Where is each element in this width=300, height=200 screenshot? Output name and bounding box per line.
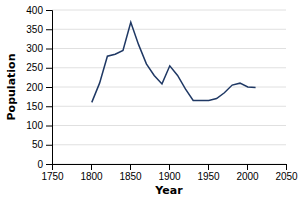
y-tick: 0 [37, 159, 52, 170]
y-tick-label: 400 [26, 5, 43, 16]
y-axis: 0 50 100 150 200 250 300 350 400 [26, 5, 52, 170]
chart: 1750 1800 1850 1900 1950 2000 2050 0 50 100 150 200… [0, 0, 300, 200]
y-tick-label: 100 [26, 120, 43, 131]
y-tick: 100 [26, 120, 52, 131]
grid-line [52, 125, 286, 126]
x-tick-label: 1900 [158, 171, 181, 182]
y-tick: 50 [32, 139, 52, 150]
y-tick: 200 [26, 82, 52, 93]
y-tick: 350 [26, 24, 52, 35]
y-tick-mark [46, 87, 52, 88]
x-tick-label: 1800 [80, 171, 103, 182]
y-tick-mark [46, 145, 52, 146]
x-tick-mark [247, 164, 248, 170]
x-tick: 2000 [236, 164, 259, 182]
grid-line [52, 106, 286, 107]
x-tick-label: 1950 [197, 171, 220, 182]
y-tick-mark [46, 10, 52, 11]
x-tick-label: 2050 [275, 171, 298, 182]
x-tick-mark [91, 164, 92, 170]
x-axis-title: Year [154, 184, 183, 197]
y-axis-line [46, 11, 53, 165]
y-tick-label: 300 [26, 43, 43, 54]
y-tick: 150 [26, 101, 52, 112]
grid-line [52, 144, 286, 145]
x-tick: 1800 [80, 164, 103, 182]
grid-line [52, 10, 286, 11]
grid [52, 10, 286, 164]
x-tick-mark [208, 164, 209, 170]
y-tick-label: 200 [26, 82, 43, 93]
grid-line [52, 29, 286, 30]
y-tick: 300 [26, 43, 52, 54]
plot: 1750 1800 1850 1900 1950 2000 2050 0 50 100 150 200… [26, 5, 298, 182]
x-tick-mark [169, 164, 170, 170]
y-tick-mark [46, 126, 52, 127]
x-axis: 1750 1800 1850 1900 1950 2000 2050 [41, 164, 298, 182]
x-axis-line [53, 165, 287, 171]
y-tick-mark [46, 164, 52, 165]
y-tick-label: 50 [32, 139, 44, 150]
y-tick-mark [46, 29, 52, 30]
y-tick-label: 250 [26, 62, 43, 73]
x-tick-mark [130, 164, 131, 170]
x-tick: 1900 [158, 164, 181, 182]
y-tick-mark [46, 49, 52, 50]
x-tick-mark [286, 164, 287, 170]
line [92, 22, 256, 102]
y-tick-label: 0 [37, 159, 43, 170]
y-tick-mark [46, 68, 52, 69]
x-tick: 1750 [41, 164, 64, 182]
grid-line [52, 48, 286, 49]
x-tick: 1950 [197, 164, 220, 182]
y-tick-label: 150 [26, 101, 43, 112]
y-tick: 250 [26, 62, 52, 73]
series [92, 22, 256, 102]
x-tick: 2050 [275, 164, 298, 182]
y-tick-label: 350 [26, 24, 43, 35]
x-tick: 1850 [119, 164, 142, 182]
y-tick: 400 [26, 5, 52, 16]
y-axis-title: Population [5, 54, 18, 121]
y-tick-mark [46, 106, 52, 107]
x-tick-label: 2000 [236, 171, 259, 182]
x-tick-label: 1850 [119, 171, 142, 182]
x-tick-label: 1750 [41, 171, 64, 182]
